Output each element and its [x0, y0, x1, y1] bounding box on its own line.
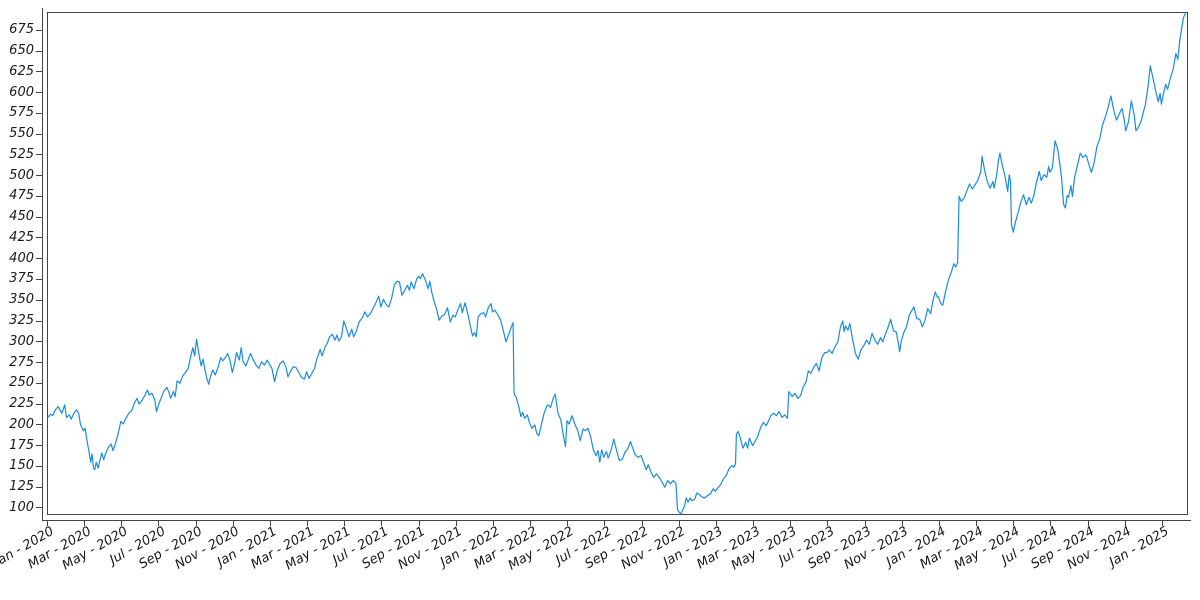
y-tick-mark — [36, 341, 42, 343]
y-tick-label: 350 — [9, 292, 34, 308]
plot-area-frame — [47, 12, 1188, 515]
x-tick-mark — [344, 521, 346, 526]
x-tick-mark — [1013, 521, 1015, 526]
x-tick-mark — [158, 521, 160, 526]
y-tick-mark — [36, 465, 42, 467]
x-tick-mark — [864, 521, 866, 526]
y-tick-mark — [36, 112, 42, 114]
y-tick-mark — [36, 299, 42, 301]
y-tick-label: 450 — [9, 209, 34, 225]
y-tick-mark — [36, 258, 42, 260]
y-tick-label: 325 — [9, 313, 34, 329]
y-tick-label: 525 — [9, 146, 34, 162]
x-tick-mark — [1124, 521, 1126, 526]
y-tick-label: 175 — [9, 437, 34, 453]
x-tick-mark — [604, 521, 606, 526]
y-tick-mark — [36, 424, 42, 426]
y-tick-label: 225 — [9, 396, 34, 412]
x-tick-mark — [1087, 521, 1089, 526]
x-tick-mark — [381, 521, 383, 526]
x-tick-mark — [1050, 521, 1052, 526]
y-tick-label: 600 — [9, 84, 34, 100]
y-tick-mark — [36, 29, 42, 31]
x-tick-mark — [976, 521, 978, 526]
x-tick-mark — [269, 521, 271, 526]
y-tick-mark — [36, 507, 42, 509]
x-tick-mark — [84, 521, 86, 526]
y-tick-mark — [36, 154, 42, 156]
y-tick-label: 100 — [9, 499, 34, 515]
x-tick-mark — [790, 521, 792, 526]
y-tick-label: 150 — [9, 458, 34, 474]
x-tick-mark — [418, 521, 420, 526]
y-tick-label: 300 — [9, 333, 34, 349]
y-tick-mark — [36, 486, 42, 488]
x-tick-mark — [232, 521, 234, 526]
x-tick-mark — [1161, 521, 1163, 526]
y-tick-mark — [36, 278, 42, 280]
y-tick-mark — [36, 216, 42, 218]
y-tick-mark — [36, 92, 42, 94]
x-tick-mark — [307, 521, 309, 526]
y-axis-line — [42, 8, 43, 520]
x-tick-mark — [195, 521, 197, 526]
y-tick-label: 650 — [9, 43, 34, 59]
y-tick-label: 125 — [9, 479, 34, 495]
y-tick-mark — [36, 445, 42, 447]
x-tick-mark — [715, 521, 717, 526]
x-axis-line — [42, 520, 1191, 521]
y-tick-mark — [36, 50, 42, 52]
x-tick-mark — [678, 521, 680, 526]
x-tick-mark — [753, 521, 755, 526]
x-tick-mark — [641, 521, 643, 526]
x-tick-mark — [530, 521, 532, 526]
plot-canvas — [47, 13, 1186, 515]
y-tick-label: 200 — [9, 416, 34, 432]
x-tick-mark — [47, 521, 48, 526]
x-tick-mark — [901, 521, 903, 526]
y-tick-mark — [36, 175, 42, 177]
price-line-series — [47, 13, 1186, 515]
y-tick-mark — [36, 195, 42, 197]
y-tick-label: 550 — [9, 126, 34, 142]
y-tick-label: 500 — [9, 167, 34, 183]
y-tick-label: 250 — [9, 375, 34, 391]
y-tick-label: 675 — [9, 22, 34, 38]
y-tick-mark — [36, 382, 42, 384]
y-tick-mark — [36, 71, 42, 73]
y-tick-mark — [36, 403, 42, 405]
y-tick-label: 275 — [9, 354, 34, 370]
x-tick-mark — [567, 521, 569, 526]
x-tick-mark — [455, 521, 457, 526]
y-tick-label: 400 — [9, 250, 34, 266]
y-tick-mark — [36, 320, 42, 322]
y-tick-label: 375 — [9, 271, 34, 287]
x-tick-mark — [938, 521, 940, 526]
x-tick-mark — [121, 521, 123, 526]
y-tick-mark — [36, 237, 42, 239]
y-tick-label: 575 — [9, 105, 34, 121]
y-tick-mark — [36, 362, 42, 364]
x-tick-mark — [827, 521, 829, 526]
y-tick-label: 475 — [9, 188, 34, 204]
x-tick-mark — [492, 521, 494, 526]
y-tick-label: 625 — [9, 63, 34, 79]
y-tick-mark — [36, 133, 42, 135]
y-tick-label: 425 — [9, 229, 34, 245]
